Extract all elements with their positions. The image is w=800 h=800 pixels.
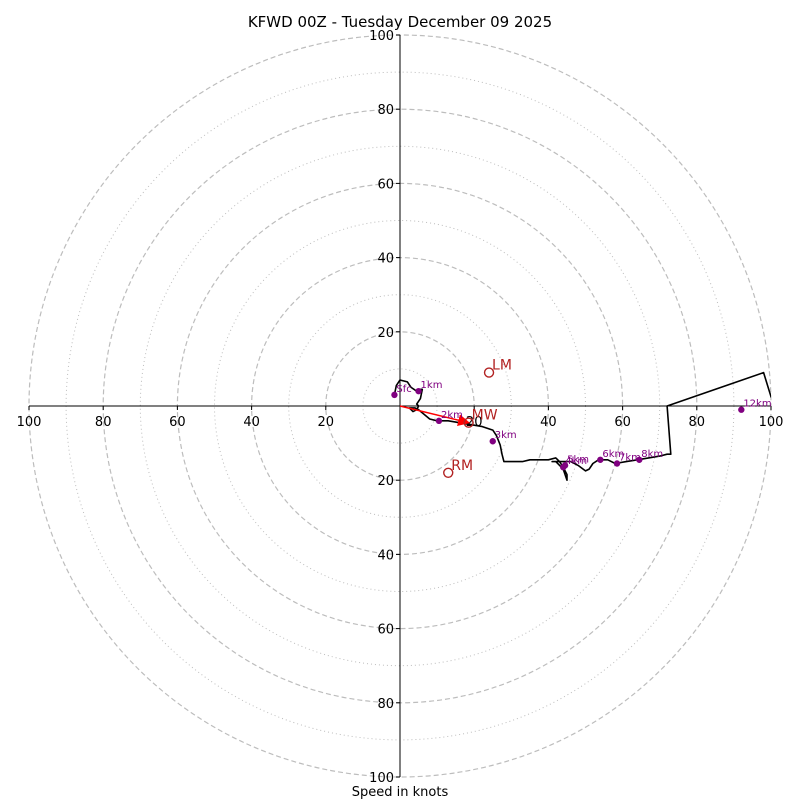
- y-tick-label: 60: [377, 177, 394, 192]
- height-marker-3km: [489, 438, 496, 445]
- height-marker-5km: [561, 462, 569, 469]
- y-tick-label: 100: [369, 771, 394, 786]
- height-label-6km: 6km: [602, 449, 624, 460]
- height-label-8km: 8km: [641, 449, 663, 460]
- y-tick-label: 40: [377, 548, 394, 563]
- storm-motion-markers: LM RM MW: [443, 358, 512, 478]
- height-marker-6km: [597, 456, 604, 463]
- x-tick-label: 60: [614, 415, 631, 430]
- x-tick-label: 60: [169, 415, 186, 430]
- x-tick-label: 80: [95, 415, 112, 430]
- height-label-2km: 2km: [441, 410, 463, 421]
- motion-label-MW: MW: [472, 408, 498, 424]
- height-label-1km: 1km: [421, 380, 443, 391]
- height-marker-12km: [738, 406, 745, 413]
- height-marker-8km: [636, 456, 643, 463]
- hodograph-line: [393, 371, 771, 482]
- height-label-4km: 4km: [565, 456, 587, 467]
- x-axis-label: Speed in knots: [352, 785, 449, 800]
- motion-marker-RM: [443, 467, 454, 478]
- motion-label-RM: RM: [451, 458, 473, 474]
- motion-label-LM: LM: [492, 358, 512, 374]
- height-label-Sfc: Sfc: [396, 384, 411, 395]
- height-label-12km: 12km: [743, 399, 771, 410]
- hodograph-series: [393, 371, 771, 482]
- height-marker-7km: [613, 460, 621, 467]
- height-marker-1km: [415, 387, 422, 395]
- x-tick-label: 40: [243, 415, 260, 430]
- x-tick-label: 100: [759, 415, 784, 430]
- y-tick-label: 80: [377, 103, 394, 118]
- y-tick-label: 80: [377, 697, 394, 712]
- height-label-3km: 3km: [495, 430, 517, 441]
- x-tick-label: 40: [540, 415, 557, 430]
- y-tick-label: 100: [369, 29, 394, 44]
- chart-title: KFWD 00Z - Tuesday December 09 2025: [248, 13, 552, 31]
- height-label-7km: 7km: [619, 453, 641, 464]
- y-tick-label: 20: [377, 474, 394, 489]
- x-tick-label: 100: [17, 415, 42, 430]
- x-tick-label: 80: [689, 415, 706, 430]
- mean-wind-vector: [399, 405, 471, 427]
- x-tick-label: 20: [318, 415, 335, 430]
- y-tick-label: 20: [377, 326, 394, 341]
- motion-marker-LM: [483, 367, 495, 378]
- y-tick-label: 40: [377, 252, 394, 267]
- height-marker-Sfc: [391, 391, 398, 399]
- height-label-5km: 5km: [567, 454, 589, 465]
- height-marker-2km: [435, 417, 443, 425]
- y-tick-label: 60: [377, 623, 394, 638]
- motion-marker-MW: [463, 417, 474, 428]
